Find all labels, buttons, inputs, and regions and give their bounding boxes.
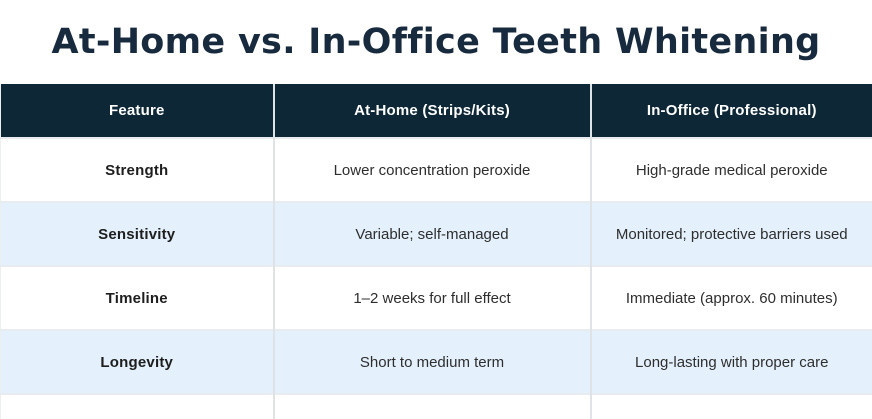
in-office-cell: Premium investment (589, 393, 872, 419)
at-home-cell: Lower concentration peroxide (272, 137, 591, 202)
at-home-cell: 1–2 weeks for full effect (272, 265, 591, 330)
feature-cell: Sensitivity (0, 201, 274, 266)
at-home-cell: Short to medium term (272, 329, 591, 394)
table-row-cost: Cost Budget-friendly Premium investment (0, 393, 872, 419)
column-header-in-office: In-Office (Professional) (589, 84, 872, 138)
in-office-cell: Monitored; protective barriers used (589, 201, 872, 266)
in-office-cell: Immediate (approx. 60 minutes) (589, 265, 872, 330)
feature-cell: Longevity (0, 329, 274, 394)
in-office-cell: High-grade medical peroxide (589, 137, 872, 202)
comparison-table: Feature At-Home (Strips/Kits) In-Office … (0, 84, 872, 419)
table-row-strength: Strength Lower concentration peroxide Hi… (0, 137, 872, 202)
page-title: At-Home vs. In-Office Teeth Whitening (51, 22, 821, 62)
table-row-timeline: Timeline 1–2 weeks for full effect Immed… (0, 265, 872, 330)
header-row: Feature At-Home (Strips/Kits) In-Office … (0, 84, 872, 138)
feature-cell: Strength (0, 137, 274, 202)
in-office-cell: Long-lasting with proper care (589, 329, 872, 394)
column-header-feature: Feature (0, 84, 274, 138)
at-home-cell: Variable; self-managed (272, 201, 591, 266)
table-row-longevity: Longevity Short to medium term Long-last… (0, 329, 872, 394)
column-header-at-home: At-Home (Strips/Kits) (272, 84, 591, 138)
feature-cell: Cost (0, 393, 274, 419)
table-row-sensitivity: Sensitivity Variable; self-managed Monit… (0, 201, 872, 266)
at-home-cell: Budget-friendly (272, 393, 591, 419)
feature-cell: Timeline (0, 265, 274, 330)
